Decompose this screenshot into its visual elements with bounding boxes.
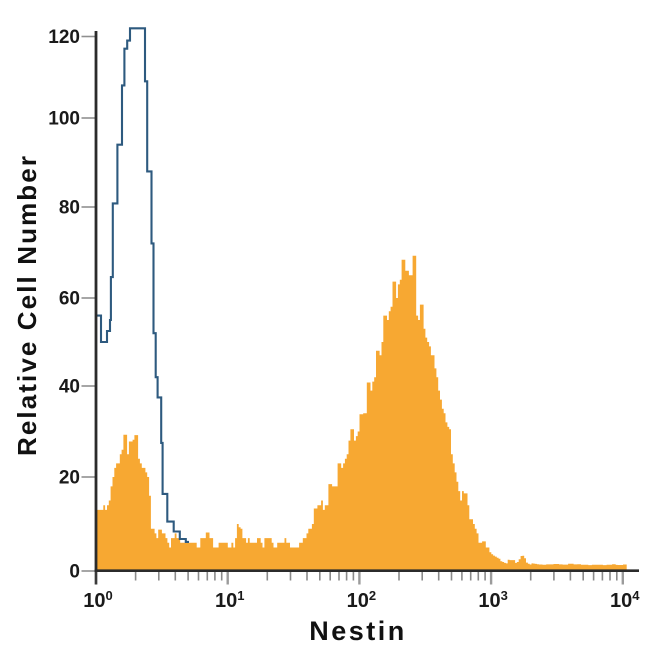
svg-text:80: 80 [59, 198, 80, 219]
svg-text:40: 40 [59, 377, 80, 398]
svg-text:60: 60 [59, 289, 80, 310]
svg-text:20: 20 [59, 468, 80, 489]
svg-text:0: 0 [69, 562, 80, 583]
svg-text:Nestin: Nestin [309, 616, 407, 646]
svg-text:100: 100 [48, 109, 80, 130]
svg-text:Relative Cell Number: Relative Cell Number [12, 154, 42, 456]
svg-text:120: 120 [48, 27, 80, 48]
